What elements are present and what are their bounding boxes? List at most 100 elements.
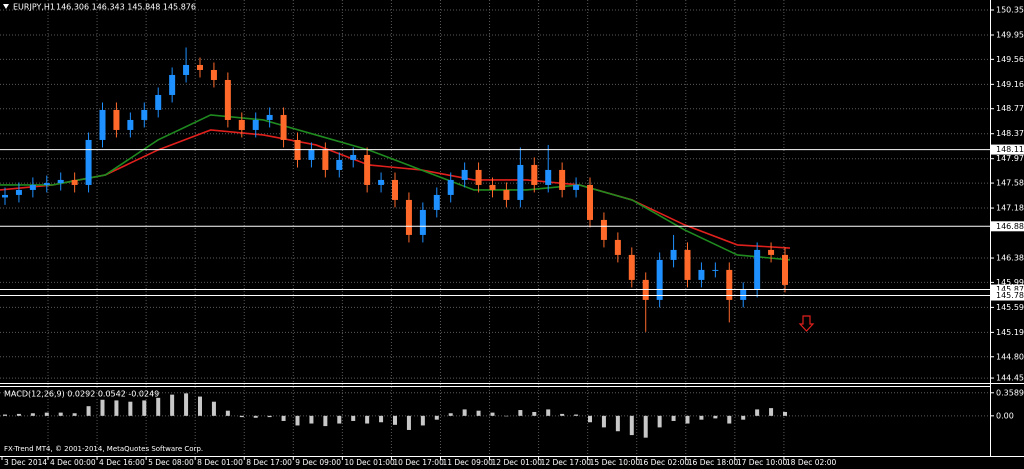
time-label: 10 Dec 01:00: [344, 458, 395, 467]
histogram-bar: [462, 409, 467, 416]
symbol: EURJPY,H1: [13, 3, 55, 12]
candle-body: [308, 149, 315, 160]
histogram-bar: [337, 415, 342, 424]
candle-body: [628, 254, 635, 280]
histogram-bar: [351, 415, 356, 421]
candle-body: [782, 254, 788, 285]
y-tick-label: 148.370: [996, 129, 1024, 138]
y-tick-label: 148.770: [996, 104, 1024, 113]
histogram-bar: [685, 415, 690, 424]
candle-body: [252, 119, 259, 130]
candle-body: [2, 194, 8, 198]
candle-body: [698, 269, 705, 280]
histogram-bar: [156, 397, 161, 416]
histogram-bar: [546, 409, 551, 416]
candle-body: [224, 79, 231, 120]
time-label: 18 Dec 02:00: [786, 458, 837, 467]
y-tick-label: 149.560: [996, 55, 1024, 64]
moving-average: [0, 114, 791, 261]
histogram-bar: [643, 415, 648, 438]
histogram-bar: [629, 415, 634, 436]
candle-body: [461, 169, 468, 180]
histogram-bar: [393, 415, 397, 425]
candle-body: [43, 183, 50, 185]
grid-layer: [0, 0, 990, 455]
candle-body: [85, 139, 92, 185]
candle-body: [266, 114, 273, 120]
level-label: 145.876: [996, 285, 1024, 294]
candle-body: [517, 164, 524, 200]
time-label: 17 Dec 10:00: [737, 458, 788, 467]
y-tick-label: 145.990: [996, 278, 1024, 287]
histogram-bar: [434, 415, 439, 420]
candle-body: [614, 239, 621, 255]
time-label: 8 Dec 17:00: [246, 458, 292, 467]
candle-body: [656, 259, 663, 300]
time-label: 15 Dec 10:00: [590, 458, 641, 467]
candle-body: [141, 109, 148, 120]
candle-body: [726, 269, 733, 300]
histogram-bar: [30, 413, 35, 416]
histogram-bar: [713, 415, 718, 419]
time-label: 12 Dec 01:00: [492, 458, 543, 467]
histogram-bar: [58, 412, 63, 416]
candle-body: [489, 184, 496, 190]
candle-body: [684, 249, 691, 280]
candle-body: [169, 74, 176, 95]
histogram-bar: [365, 415, 370, 424]
level-label: 148.116: [996, 145, 1024, 154]
histogram-bar: [253, 415, 258, 418]
histogram-bar: [128, 401, 133, 416]
candle-body: [99, 109, 106, 140]
macd-title: MACD(12,26,9) 0.0292 0.0542 -0.0249: [4, 390, 159, 399]
candle-body: [587, 184, 593, 220]
candle-body: [364, 154, 371, 185]
time-label: 4 Dec 16:00: [99, 458, 145, 467]
candle-body: [336, 159, 343, 170]
histogram-bar: [755, 409, 760, 416]
candle-body: [531, 164, 538, 185]
histogram-bar: [72, 413, 77, 416]
histogram-bar: [490, 412, 495, 416]
candle-body: [127, 119, 134, 130]
y-tick-label: 144.459: [996, 374, 1024, 383]
histogram-bar: [379, 415, 384, 423]
y-tick-label: 146.380: [996, 254, 1024, 263]
time-label: 10 Dec 17:00: [393, 458, 444, 467]
histogram-bar: [114, 400, 119, 416]
histogram-bar: [574, 414, 579, 416]
histogram-bar: [769, 408, 774, 416]
candle-body: [350, 154, 357, 160]
histogram-bar: [323, 415, 328, 427]
histogram-bar: [16, 413, 21, 416]
candle-body: [15, 189, 22, 195]
level-label: 145.780: [996, 291, 1024, 300]
y-tick-label: 147.970: [996, 154, 1024, 163]
sell-arrow: [798, 315, 815, 332]
candle-body: [57, 179, 64, 184]
histogram-bar: [504, 415, 509, 417]
histogram-bar: [560, 413, 565, 416]
histogram-bar: [657, 415, 662, 428]
candle-body: [600, 219, 607, 240]
histogram-bar: [406, 415, 411, 430]
candle-body: [155, 94, 162, 110]
histogram-bar: [741, 415, 746, 420]
y-tick-label: 0.3589: [996, 388, 1024, 397]
histogram-bar: [281, 415, 286, 421]
candle-body: [559, 169, 566, 190]
histogram-bar: [671, 415, 676, 421]
candle-body: [378, 179, 385, 185]
moving-average: [0, 129, 791, 249]
histogram-bar: [100, 399, 105, 416]
candle-body: [712, 269, 719, 271]
candle-body: [433, 194, 440, 210]
level-label: 146.888: [996, 222, 1024, 231]
candle-body: [29, 184, 36, 190]
y-tick-label: 147.580: [996, 179, 1024, 188]
candle-body: [238, 119, 245, 130]
candle-body: [113, 109, 120, 130]
histogram-bar: [420, 415, 425, 426]
